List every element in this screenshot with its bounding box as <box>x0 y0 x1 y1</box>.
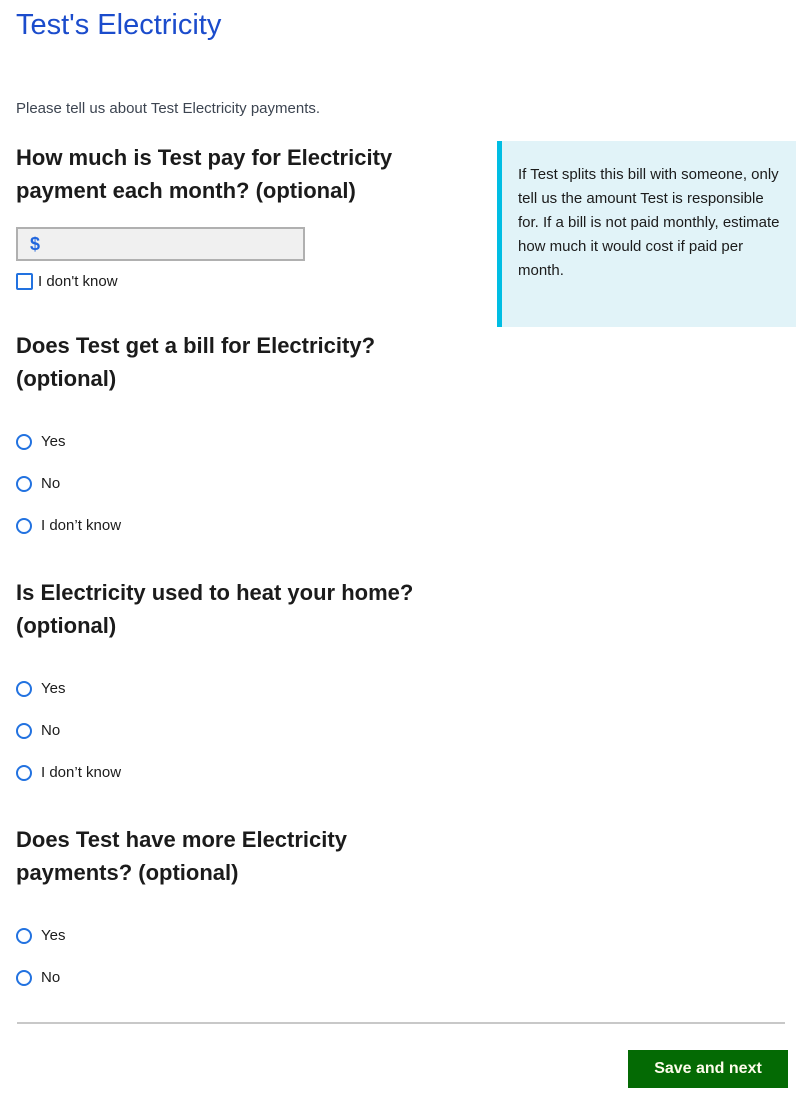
intro-text: Please tell us about Test Electricity pa… <box>16 100 321 117</box>
section-divider <box>17 1022 785 1024</box>
amount-question-label: How much is Test pay for Electricity pay… <box>16 145 393 203</box>
amount-input[interactable] <box>46 234 295 254</box>
question-groups: Does Test get a bill for Electricity? (o… <box>16 329 796 988</box>
radio-option-no[interactable]: No <box>16 720 60 741</box>
amount-question-section: How much is Test pay for Electricity pay… <box>16 141 796 327</box>
radio-options: Yes No I don’t know <box>16 678 796 783</box>
info-box: If Test splits this bill with someone, o… <box>497 141 796 327</box>
question-label: Is Electricity used to heat your home? (… <box>16 580 414 638</box>
radio-button-icon[interactable] <box>16 475 32 492</box>
dont-know-checkbox[interactable] <box>16 273 33 290</box>
radio-option-yes[interactable]: Yes <box>16 678 65 699</box>
radio-button-icon[interactable] <box>16 969 32 986</box>
radio-button-icon[interactable] <box>16 722 32 739</box>
radio-options: Yes No <box>16 925 796 988</box>
radio-option-i-don-t-know[interactable]: I don’t know <box>16 515 121 536</box>
question-label: Does Test get a bill for Electricity? (o… <box>16 333 376 391</box>
footer-actions: Save and next <box>16 1050 796 1088</box>
radio-button-icon[interactable] <box>16 927 32 944</box>
radio-option-no[interactable]: No <box>16 967 60 988</box>
save-and-next-button[interactable]: Save and next <box>628 1050 788 1088</box>
radio-option-no[interactable]: No <box>16 473 60 494</box>
question-group: Does Test get a bill for Electricity? (o… <box>16 329 796 536</box>
radio-option-yes[interactable]: Yes <box>16 925 65 946</box>
radio-options: Yes No I don’t know <box>16 431 796 536</box>
dont-know-checkbox-label: I don't know <box>38 273 118 290</box>
dollar-sign-icon: $ <box>30 233 41 254</box>
question-group: Does Test have more Electricity payments… <box>16 823 796 988</box>
radio-button-icon[interactable] <box>16 433 32 450</box>
question-label: Does Test have more Electricity payments… <box>16 827 347 885</box>
question-group: Is Electricity used to heat your home? (… <box>16 576 796 783</box>
radio-option-i-don-t-know[interactable]: I don’t know <box>16 762 121 783</box>
radio-option-label: No <box>41 475 61 492</box>
radio-button-icon[interactable] <box>16 517 32 534</box>
radio-option-label: I don’t know <box>41 764 122 781</box>
radio-option-label: Yes <box>41 680 66 697</box>
amount-question-column: How much is Test pay for Electricity pay… <box>16 141 497 291</box>
radio-option-label: No <box>41 722 61 739</box>
radio-button-icon[interactable] <box>16 680 32 697</box>
page-title: Test's Electricity <box>16 9 222 41</box>
radio-option-yes[interactable]: Yes <box>16 431 65 452</box>
dont-know-checkbox-row[interactable]: I don't know <box>16 272 118 291</box>
radio-option-label: I don’t know <box>41 517 122 534</box>
radio-option-label: Yes <box>41 433 66 450</box>
amount-input-wrapper[interactable]: $ <box>16 227 305 261</box>
radio-option-label: Yes <box>41 927 66 944</box>
info-box-text: If Test splits this bill with someone, o… <box>518 166 780 279</box>
radio-button-icon[interactable] <box>16 764 32 781</box>
radio-option-label: No <box>41 969 61 986</box>
